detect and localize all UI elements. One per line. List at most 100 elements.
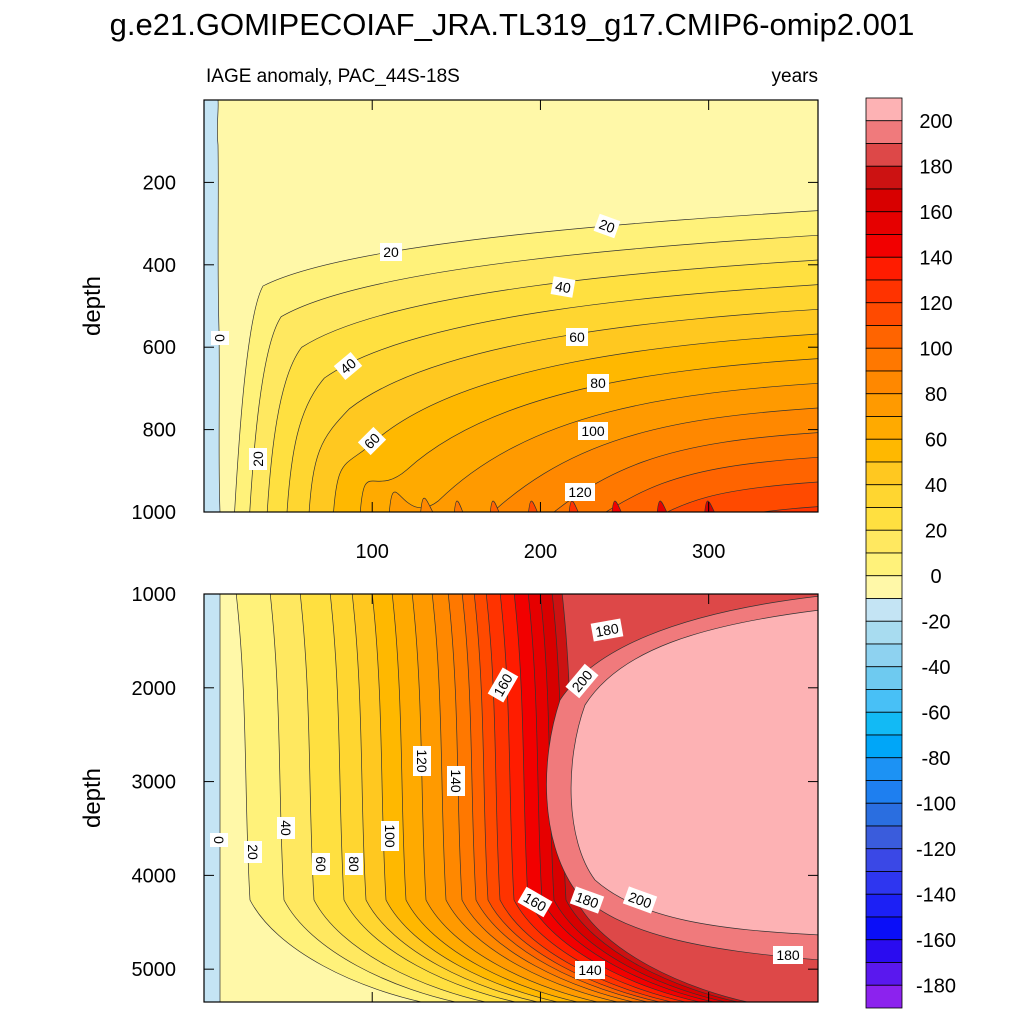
colorbar-label: -140: [916, 884, 956, 906]
svg-text:100: 100: [581, 423, 605, 439]
svg-text:120: 120: [568, 484, 592, 500]
bottom-core-200: [570, 609, 818, 936]
colorbar-swatch: [865, 416, 903, 440]
colorbar-label: 200: [919, 111, 952, 133]
colorbar-label: 0: [930, 566, 941, 588]
svg-text:40: 40: [278, 820, 294, 836]
colorbar-label: 180: [919, 156, 952, 178]
y-tick-label: 1000: [132, 502, 177, 524]
svg-text:180: 180: [573, 888, 601, 911]
x-tick-label: 200: [524, 541, 557, 563]
colorbar-swatch: [865, 438, 903, 463]
bottom-panel: 1000 2000 3000 4000 5000 depth 0 20 40 60 80 100 1…: [79, 584, 819, 1003]
svg-text:0: 0: [211, 836, 227, 844]
svg-text:80: 80: [590, 375, 606, 391]
colorbar-label: 140: [919, 247, 952, 269]
colorbar-swatch: [865, 620, 903, 645]
svg-text:180: 180: [594, 620, 620, 640]
colorbar-swatch: [865, 575, 903, 599]
contour-label: 20: [380, 243, 402, 261]
colorbar-swatch: [865, 484, 903, 508]
colorbar-label: -60: [922, 702, 951, 724]
bottom-negative-strip: [204, 594, 221, 1002]
contour-label: 180: [773, 946, 803, 964]
colorbar-swatch: [865, 120, 903, 144]
contour-label: 80: [587, 374, 609, 392]
svg-text:20: 20: [597, 216, 617, 236]
svg-text:100: 100: [382, 824, 398, 848]
colorbar-swatch: [865, 825, 903, 850]
bottom-contour-field: [204, 594, 818, 1002]
colorbar-swatch: [865, 984, 903, 1009]
contour-label: 0: [210, 833, 228, 847]
colorbar-swatch: [865, 211, 903, 235]
colorbar-label: 60: [925, 429, 947, 451]
contour-label: 60: [312, 853, 330, 875]
top-contour-labels: 0 20 20 20 40 40 60 60 80 100 120: [211, 213, 621, 501]
colorbar-swatch: [865, 711, 903, 736]
svg-text:200: 200: [626, 888, 654, 911]
colorbar-swatch: [865, 802, 903, 827]
colorbar-swatch: [865, 461, 903, 486]
colorbar-swatch: [865, 848, 903, 872]
svg-text:140: 140: [578, 962, 602, 978]
top-panel: IAGE anomaly, PAC_44S-18S years 100 200 30…: [79, 66, 819, 563]
top-y-axis-label: depth: [79, 276, 106, 336]
contour-label: 200: [622, 886, 658, 914]
colorbar-swatch: [865, 871, 903, 895]
svg-text:20: 20: [383, 244, 399, 260]
svg-text:60: 60: [313, 856, 329, 872]
contour-label: 140: [575, 961, 605, 979]
colorbar-label: 80: [925, 384, 947, 406]
colorbar-swatch: [865, 666, 903, 690]
colorbar-swatch: [865, 188, 903, 213]
top-contour-field: [204, 100, 818, 512]
bottom-y-axis-label: depth: [79, 768, 106, 828]
x-tick-label: 100: [356, 541, 389, 563]
colorbar-swatch: [865, 529, 903, 554]
svg-text:80: 80: [346, 856, 362, 872]
colorbar-swatch: [865, 256, 903, 281]
contour-label: 20: [593, 213, 621, 239]
colorbar-swatch: [865, 916, 903, 941]
colorbar-swatch: [865, 325, 903, 349]
svg-text:120: 120: [414, 749, 430, 773]
colorbar-label: -200: [916, 1021, 956, 1024]
y-tick-label: 3000: [132, 772, 177, 794]
colorbar-swatch: [865, 279, 903, 304]
colorbar-label: -40: [922, 657, 951, 679]
colorbar-swatch: [865, 598, 903, 622]
contour-label: 180: [590, 618, 624, 642]
svg-text:20: 20: [250, 451, 266, 467]
svg-text:20: 20: [245, 844, 261, 860]
contour-label: 0: [211, 331, 229, 345]
contour-label: 100: [381, 821, 399, 851]
colorbar-label: 100: [919, 338, 952, 360]
y-tick-label: 1000: [132, 584, 177, 606]
colorbar-swatch: [865, 734, 903, 759]
colorbar-label: -160: [916, 930, 956, 952]
colorbar-swatch: [865, 507, 903, 531]
contour-label: 40: [333, 352, 363, 380]
contour-label: 40: [550, 276, 576, 298]
colorbar-swatch: [865, 939, 903, 963]
y-tick-label: 4000: [132, 865, 177, 887]
colorbar: 200180160140120100806040200-20-40-60-80-…: [865, 97, 956, 1024]
colorbar-label: -180: [916, 975, 956, 997]
svg-text:0: 0: [212, 334, 228, 342]
contour-label: 180: [569, 886, 605, 914]
contour-label: 20: [249, 448, 267, 470]
colorbar-swatch: [865, 780, 903, 804]
contour-label: 120: [413, 746, 431, 776]
contour-label: 40: [277, 817, 295, 839]
colorbar-swatch: [865, 143, 903, 167]
contour-label: 80: [345, 853, 363, 875]
y-tick-label: 200: [143, 172, 176, 194]
contour-label: 120: [565, 483, 595, 501]
colorbar-label: 20: [925, 520, 947, 542]
colorbar-swatch: [865, 302, 903, 326]
